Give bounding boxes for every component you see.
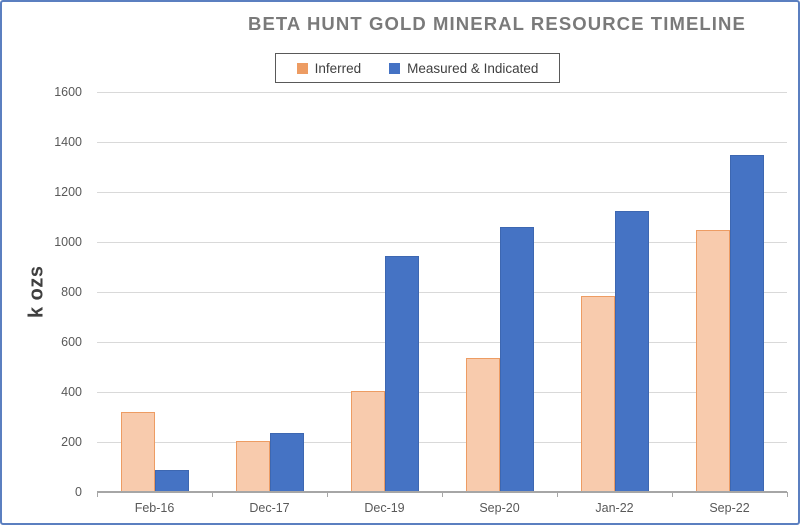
x-axis-tick-3 [442,492,443,497]
x-axis-tick-5 [672,492,673,497]
y-tick-label-1000: 1000 [54,235,82,249]
x-axis-tick-0 [97,492,98,497]
bar-inferred-dec-19 [350,390,385,492]
x-category-label-feb-16: Feb-16 [134,501,175,515]
gridline-800 [97,292,787,293]
bar-measured-indicated-dec-17 [269,433,304,492]
gridline-600 [97,342,787,343]
gridline-400 [97,392,787,393]
bar-measured-indicated-sep-22 [729,154,764,492]
legend-item-inferred: Inferred [296,60,362,76]
legend-label-inferred: Inferred [314,60,362,76]
x-category-label-dec-17: Dec-17 [249,501,290,515]
bar-inferred-sep-22 [695,229,730,492]
x-category-label-jan-22: Jan-22 [595,501,634,515]
y-tick-label-1400: 1400 [54,135,82,149]
legend-label-measured-indicated: Measured & Indicated [407,60,539,76]
gridline-1200 [97,192,787,193]
x-category-label-sep-22: Sep-22 [709,501,750,515]
gridline-1000 [97,242,787,243]
x-axis-tick-4 [557,492,558,497]
y-tick-label-200: 200 [61,435,82,449]
measured-indicated-swatch-icon [389,62,401,74]
y-tick-label-0: 0 [75,485,82,499]
bar-inferred-feb-16 [120,412,155,492]
legend: Inferred Measured & Indicated [275,53,560,83]
inferred-swatch-icon [296,62,308,74]
y-tick-label-1200: 1200 [54,185,82,199]
y-tick-label-800: 800 [61,285,82,299]
x-axis-tick-1 [212,492,213,497]
bar-inferred-jan-22 [580,295,615,492]
bar-measured-indicated-dec-19 [384,255,419,492]
bar-measured-indicated-feb-16 [154,469,189,492]
gridline-1400 [97,142,787,143]
y-tick-label-600: 600 [61,335,82,349]
bar-measured-indicated-jan-22 [614,210,649,492]
x-axis-line [97,491,787,493]
legend-item-measured-indicated: Measured & Indicated [389,61,538,76]
y-tick-label-400: 400 [61,385,82,399]
y-tick-label-1600: 1600 [54,85,82,99]
x-axis-tick-6 [787,492,788,497]
x-category-label-dec-19: Dec-19 [364,501,405,515]
gridline-1600 [97,92,787,93]
bar-inferred-sep-20 [465,358,500,492]
bar-inferred-dec-17 [235,440,270,492]
bar-measured-indicated-sep-20 [499,227,534,492]
gridline-200 [97,442,787,443]
x-axis-tick-2 [327,492,328,497]
chart-title: BETA HUNT GOLD MINERAL RESOURCE TIMELINE [248,13,746,34]
x-category-label-sep-20: Sep-20 [479,501,520,515]
